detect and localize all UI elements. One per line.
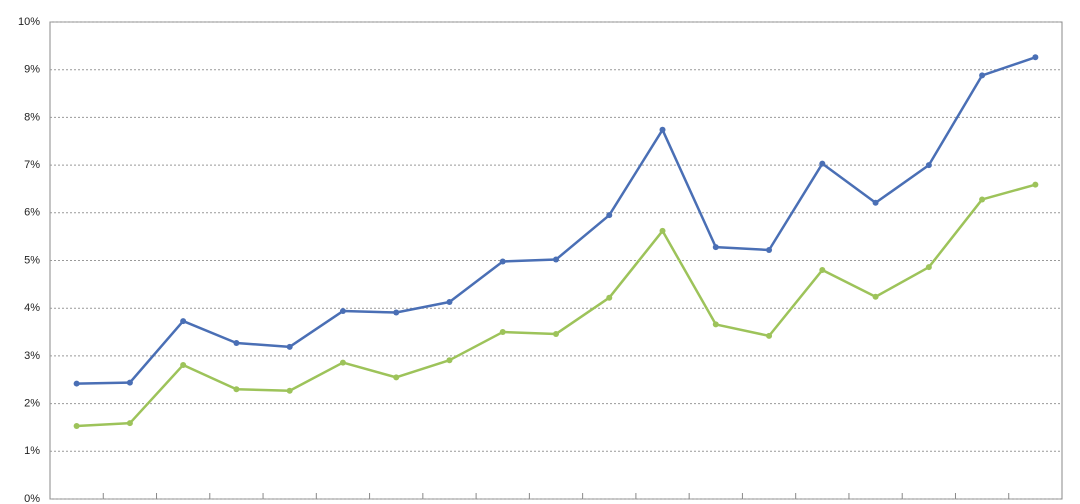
data-point (606, 212, 613, 219)
data-point (73, 423, 80, 430)
data-point (553, 330, 559, 337)
data-point (233, 340, 240, 347)
data-point (872, 293, 879, 300)
data-point (606, 294, 613, 301)
data-point (872, 199, 879, 206)
data-point (1032, 54, 1039, 61)
data-point (1032, 181, 1039, 188)
data-point (979, 72, 986, 79)
y-tick-label: 9% (24, 64, 40, 76)
data-point (819, 160, 826, 167)
series-line (76, 183, 1036, 428)
data-point (553, 256, 559, 263)
data-point (659, 227, 666, 234)
data-point (659, 126, 666, 133)
data-point (766, 247, 773, 254)
data-point (286, 343, 293, 350)
y-tick-label: 5% (24, 254, 40, 266)
data-point (180, 361, 187, 368)
data-point (979, 196, 986, 203)
data-point (766, 332, 773, 339)
data-point (339, 359, 346, 366)
data-point (73, 380, 80, 387)
data-point (126, 420, 133, 427)
data-point (393, 374, 400, 381)
y-tick-label: 7% (24, 159, 40, 171)
data-point (712, 321, 719, 328)
y-tick-label: 0% (24, 493, 40, 504)
data-point (233, 386, 240, 393)
data-point (180, 318, 187, 325)
data-point (499, 329, 506, 336)
y-tick-label: 2% (24, 398, 40, 410)
data-point (819, 267, 826, 274)
data-point (925, 162, 932, 169)
y-tick-label: 3% (24, 350, 40, 362)
data-point (339, 308, 346, 315)
y-tick-label: 1% (24, 445, 40, 457)
data-point (925, 264, 932, 271)
y-tick-label: 6% (24, 207, 40, 219)
data-point (286, 387, 293, 394)
data-point (446, 298, 453, 305)
data-point (393, 309, 400, 316)
data-point (126, 379, 133, 386)
y-tick-label: 4% (24, 302, 40, 314)
y-tick-label: 10% (18, 16, 40, 28)
y-tick-label: 8% (24, 111, 40, 123)
data-point (499, 258, 506, 265)
data-point (712, 244, 719, 251)
data-point (446, 357, 453, 364)
